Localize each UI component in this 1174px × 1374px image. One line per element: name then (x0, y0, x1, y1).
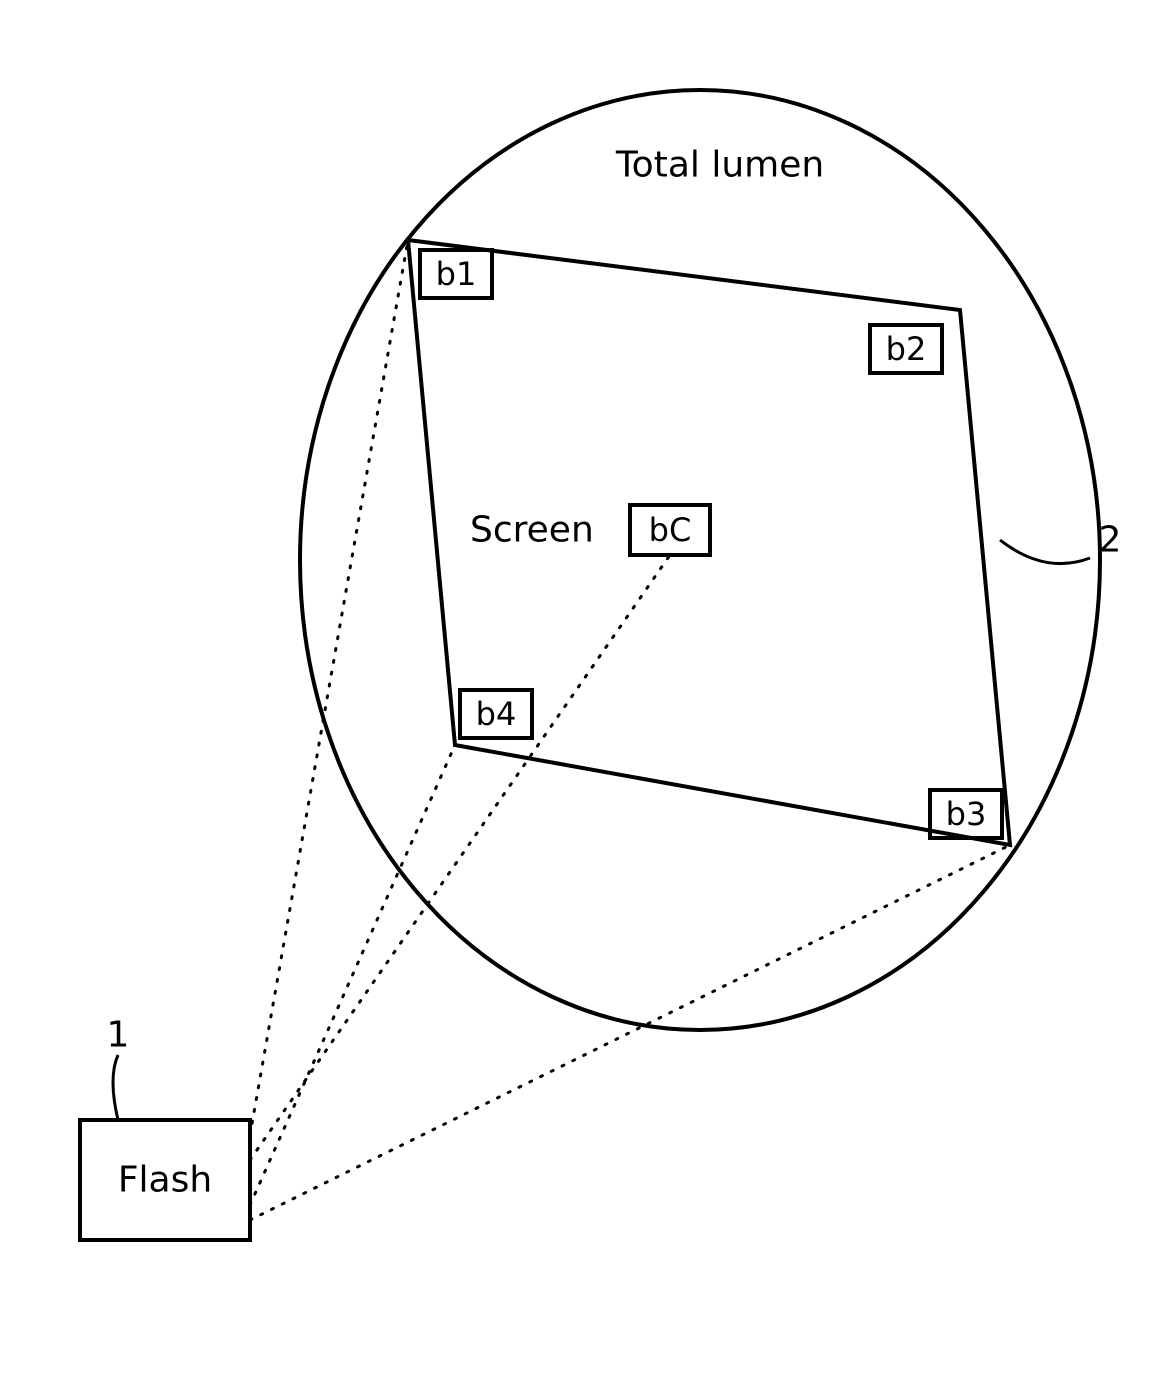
total-lumen-ellipse (300, 90, 1100, 1030)
projection-ray-1 (250, 555, 670, 1160)
measure-box-label-bC: bC (649, 511, 692, 549)
ref-mark-1: 1 (107, 1015, 130, 1056)
measure-box-label-b1: b1 (436, 255, 477, 293)
measure-box-label-b3: b3 (946, 795, 987, 833)
ref-leader-2 (1000, 540, 1090, 564)
total-lumen-label: Total lumen (615, 145, 824, 186)
measure-box-label-b4: b4 (476, 695, 517, 733)
measure-box-label-b2: b2 (886, 330, 927, 368)
diagram-canvas: Total lumen Screen Flash b1 b2 bC b4 b3 1 2 (0, 0, 1174, 1374)
screen-label: Screen (470, 510, 594, 551)
projection-ray-2 (250, 745, 455, 1205)
projection-ray-3 (250, 845, 1010, 1220)
ref-mark-2: 2 (1099, 520, 1122, 561)
ref-leader-1 (113, 1055, 118, 1120)
flash-label: Flash (118, 1160, 212, 1201)
projection-ray-0 (250, 240, 408, 1135)
